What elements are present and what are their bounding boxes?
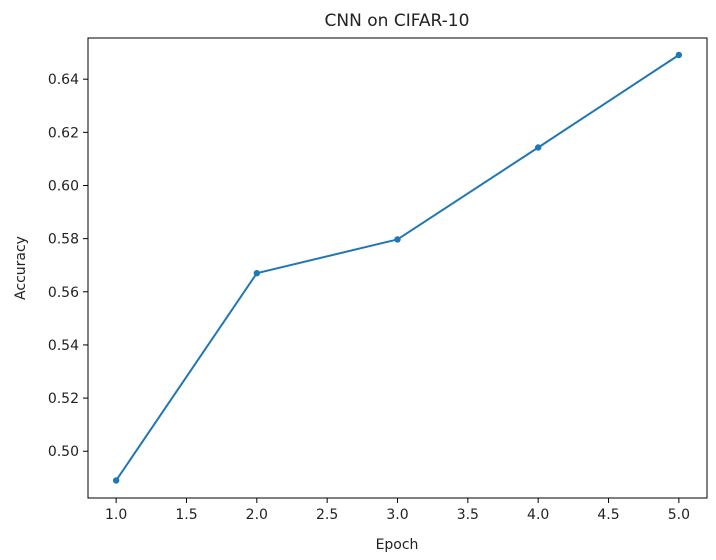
x-tick-label: 4.0	[527, 507, 549, 523]
y-axis-ticks: 0.50 0.52 0.54 0.56 0.58 0.60 0.62 0.64	[48, 72, 88, 460]
x-tick-label: 4.5	[597, 507, 619, 523]
chart-title: CNN on CIFAR-10	[325, 11, 470, 31]
x-tick-label: 2.5	[316, 507, 338, 523]
x-tick-label: 3.5	[457, 507, 479, 523]
y-tick-label: 0.60	[48, 178, 79, 194]
x-tick-label: 2.0	[246, 507, 268, 523]
plot-area	[87, 37, 708, 499]
accuracy-series-line	[115, 54, 680, 482]
accuracy-data-point	[112, 477, 120, 484]
y-tick-label: 0.52	[48, 391, 79, 407]
x-axis-label: Epoch	[376, 537, 419, 553]
y-tick-label: 0.62	[48, 125, 79, 141]
y-tick-label: 0.54	[48, 338, 79, 354]
x-tick-label: 1.0	[105, 507, 127, 523]
y-tick-label: 0.64	[48, 72, 79, 88]
x-tick-label: 1.5	[175, 507, 197, 523]
x-axis-ticks: 1.0 1.5 2.0 2.5 3.0 3.5 4.0 4.5 5.0	[105, 498, 690, 523]
accuracy-data-point	[394, 236, 401, 243]
y-tick-label: 0.58	[48, 232, 79, 248]
y-axis-label: Accuracy	[13, 236, 29, 300]
y-tick-label: 0.56	[48, 285, 79, 301]
y-tick-label: 0.50	[48, 444, 79, 460]
x-tick-label: 5.0	[668, 507, 690, 523]
accuracy-data-point	[253, 269, 261, 277]
accuracy-data-point	[675, 51, 683, 59]
accuracy-data-point	[534, 144, 542, 151]
series-layer	[112, 51, 683, 484]
x-tick-label: 3.0	[386, 507, 408, 523]
